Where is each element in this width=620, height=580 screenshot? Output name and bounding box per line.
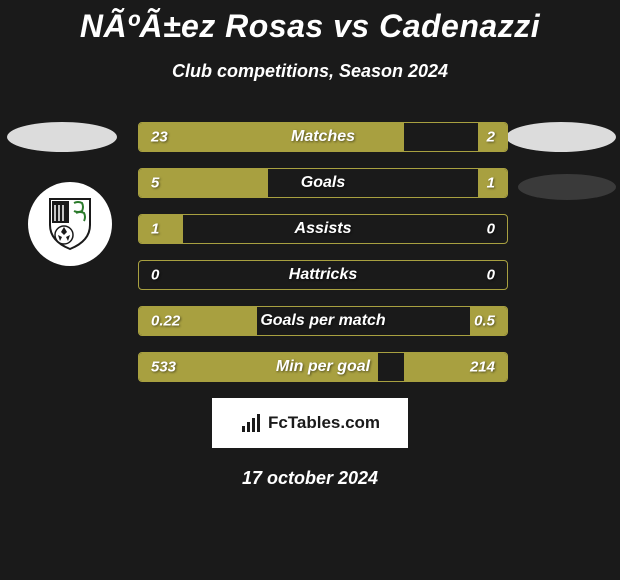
stat-value-left: 23 (151, 129, 168, 146)
stat-value-right: 2 (487, 129, 495, 146)
stat-row: 1 Assists 0 (138, 214, 508, 244)
stat-value-right: 0.5 (474, 313, 495, 330)
comparison-content: 23 Matches 2 5 Goals 1 1 Assists 0 0 Hat… (0, 122, 620, 489)
stat-value-left: 5 (151, 175, 159, 192)
stat-label: Goals (301, 174, 345, 192)
stat-row: 5 Goals 1 (138, 168, 508, 198)
stat-value-right: 214 (470, 359, 495, 376)
subtitle: Club competitions, Season 2024 (0, 61, 620, 82)
bar-left (139, 123, 404, 151)
stat-label: Min per goal (276, 358, 370, 376)
stat-value-left: 0.22 (151, 313, 180, 330)
stat-label: Assists (295, 220, 352, 238)
player-badge-right (506, 122, 616, 152)
shield-icon (48, 197, 92, 251)
stats-container: 23 Matches 2 5 Goals 1 1 Assists 0 0 Hat… (138, 122, 508, 382)
stat-label: Matches (291, 128, 355, 146)
footer-date: 17 october 2024 (0, 468, 620, 489)
stat-value-right: 0 (487, 221, 495, 238)
player-badge-right-secondary (518, 174, 616, 200)
stat-label: Goals per match (260, 312, 385, 330)
branding-text: FcTables.com (268, 413, 380, 433)
stat-value-right: 0 (487, 267, 495, 284)
page-title: NÃºÃ±ez Rosas vs Cadenazzi (0, 0, 620, 45)
stat-value-left: 1 (151, 221, 159, 238)
branding-banner[interactable]: FcTables.com (212, 398, 408, 448)
stat-value-left: 0 (151, 267, 159, 284)
stat-row: 0.22 Goals per match 0.5 (138, 306, 508, 336)
stat-row: 23 Matches 2 (138, 122, 508, 152)
player-badge-left (7, 122, 117, 152)
stat-label: Hattricks (289, 266, 357, 284)
stat-value-right: 1 (487, 175, 495, 192)
bar-left (139, 215, 183, 243)
stat-row: 0 Hattricks 0 (138, 260, 508, 290)
stat-row: 533 Min per goal 214 (138, 352, 508, 382)
branding-chart-icon (240, 412, 262, 434)
stat-value-left: 533 (151, 359, 176, 376)
club-crest-left (28, 182, 112, 266)
